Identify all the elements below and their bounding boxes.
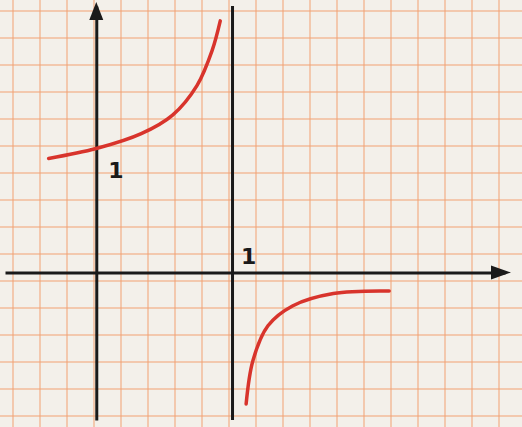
y-axis-line (95, 7, 98, 421)
paper-line (283, 0, 284, 427)
paper-line (256, 0, 257, 427)
paper-line (0, 173, 522, 174)
paper-line (0, 146, 522, 147)
paper-line (0, 227, 522, 228)
paper-line (499, 0, 500, 427)
x-tick-mark (232, 272, 234, 278)
paper-line (0, 281, 522, 282)
paper-line (175, 0, 176, 427)
paper-line (0, 308, 522, 309)
curve (246, 291, 389, 404)
paper-line (0, 92, 522, 93)
paper-line (0, 254, 522, 255)
paper-line (202, 0, 203, 427)
paper-ground (0, 0, 522, 427)
paper-line (13, 0, 14, 427)
paper-line (121, 0, 122, 427)
x-axis-line (6, 271, 506, 274)
paper-line (148, 0, 149, 427)
paper-line (391, 0, 392, 427)
x-tick-label: 1 (241, 244, 256, 269)
paper-line (0, 200, 522, 201)
paper-line (310, 0, 311, 427)
paper-line (0, 389, 522, 390)
paper-line (67, 0, 68, 427)
paper-line (0, 65, 522, 66)
paper-line (0, 416, 522, 417)
paper (0, 0, 522, 427)
paper-line (364, 0, 365, 427)
y-arrow (89, 2, 103, 20)
x-arrow (491, 265, 511, 279)
paper-line (40, 0, 41, 427)
y-tick: 1 (90, 149, 123, 183)
paper-line (472, 0, 473, 427)
paper-line (0, 11, 522, 12)
paper-line (0, 38, 522, 39)
x-axis: 1 (6, 244, 506, 278)
plot-area (49, 21, 390, 404)
paper-line (337, 0, 338, 427)
y-tick-label: 1 (108, 158, 123, 183)
paper-line (445, 0, 446, 427)
paper-line (418, 0, 419, 427)
y-axis: 1 (90, 7, 123, 421)
asymptote (231, 6, 234, 420)
chart: 11 (0, 0, 522, 427)
x-tick: 1 (233, 244, 256, 278)
paper-line (0, 119, 522, 120)
paper-line (0, 362, 522, 363)
paper-line (229, 0, 230, 427)
paper-line (94, 0, 95, 427)
curve (49, 21, 221, 159)
